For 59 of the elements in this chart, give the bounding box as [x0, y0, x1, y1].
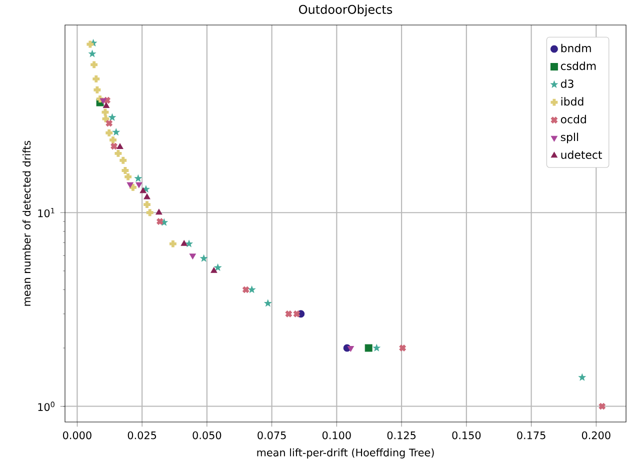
point: [398, 344, 407, 352]
point: [144, 194, 150, 200]
x-axis-title: mean lift-per-drift (Hoeffding Tree): [257, 448, 434, 458]
x-tick-label: 0.125: [387, 431, 416, 440]
point: [116, 143, 124, 150]
point: [156, 218, 164, 226]
point: [578, 374, 586, 380]
point: [168, 238, 178, 249]
point: [100, 98, 106, 104]
x-tick-label: 0.075: [258, 431, 286, 440]
point: [598, 402, 606, 410]
x-tick-label: 0.150: [452, 431, 481, 440]
point: [347, 346, 354, 352]
point: [85, 39, 96, 50]
point: [89, 60, 99, 70]
point: [214, 264, 222, 271]
legend-label: d3: [560, 79, 574, 88]
point: [189, 254, 196, 260]
y-axis-title: mean number of detected drifts: [22, 140, 31, 306]
point: [134, 174, 142, 182]
point: [102, 102, 110, 108]
point: [112, 128, 120, 136]
point: [108, 114, 116, 120]
point: [210, 267, 218, 273]
legend-label: spll: [560, 132, 578, 144]
point: [128, 182, 138, 192]
point: [156, 208, 162, 215]
point: [95, 94, 105, 104]
point: [364, 344, 372, 352]
y-tick-label: 10$^{0}$: [38, 402, 54, 411]
point: [242, 286, 250, 294]
point: [200, 254, 208, 262]
point: [110, 142, 118, 150]
point: [180, 240, 188, 246]
point: [140, 187, 146, 194]
legend-label: csddm: [560, 62, 596, 70]
point: [136, 182, 142, 188]
point: [248, 286, 256, 293]
x-tick-label: 0.100: [322, 431, 351, 440]
x-tick-label: 0.175: [517, 431, 546, 440]
y-tick-label: 10$^{1}$: [38, 208, 54, 218]
point: [126, 182, 134, 188]
point: [91, 74, 102, 84]
point: [92, 84, 102, 95]
point: [105, 119, 114, 128]
legend-label: udetect: [561, 150, 602, 159]
chart-title: OutdoorObjects: [299, 4, 392, 16]
legend-label: ocdd: [560, 114, 586, 124]
legend-label: bndm: [561, 44, 591, 52]
x-tick-label: 0.000: [63, 431, 92, 440]
legend-label: ibdd: [561, 97, 584, 106]
x-tick-label: 0.200: [582, 431, 610, 440]
x-tick-label: 0.025: [128, 431, 156, 440]
x-tick-label: 0.050: [192, 431, 222, 440]
point: [373, 344, 380, 352]
point: [103, 96, 111, 104]
point: [88, 50, 96, 57]
point: [185, 240, 193, 247]
point: [264, 300, 272, 306]
